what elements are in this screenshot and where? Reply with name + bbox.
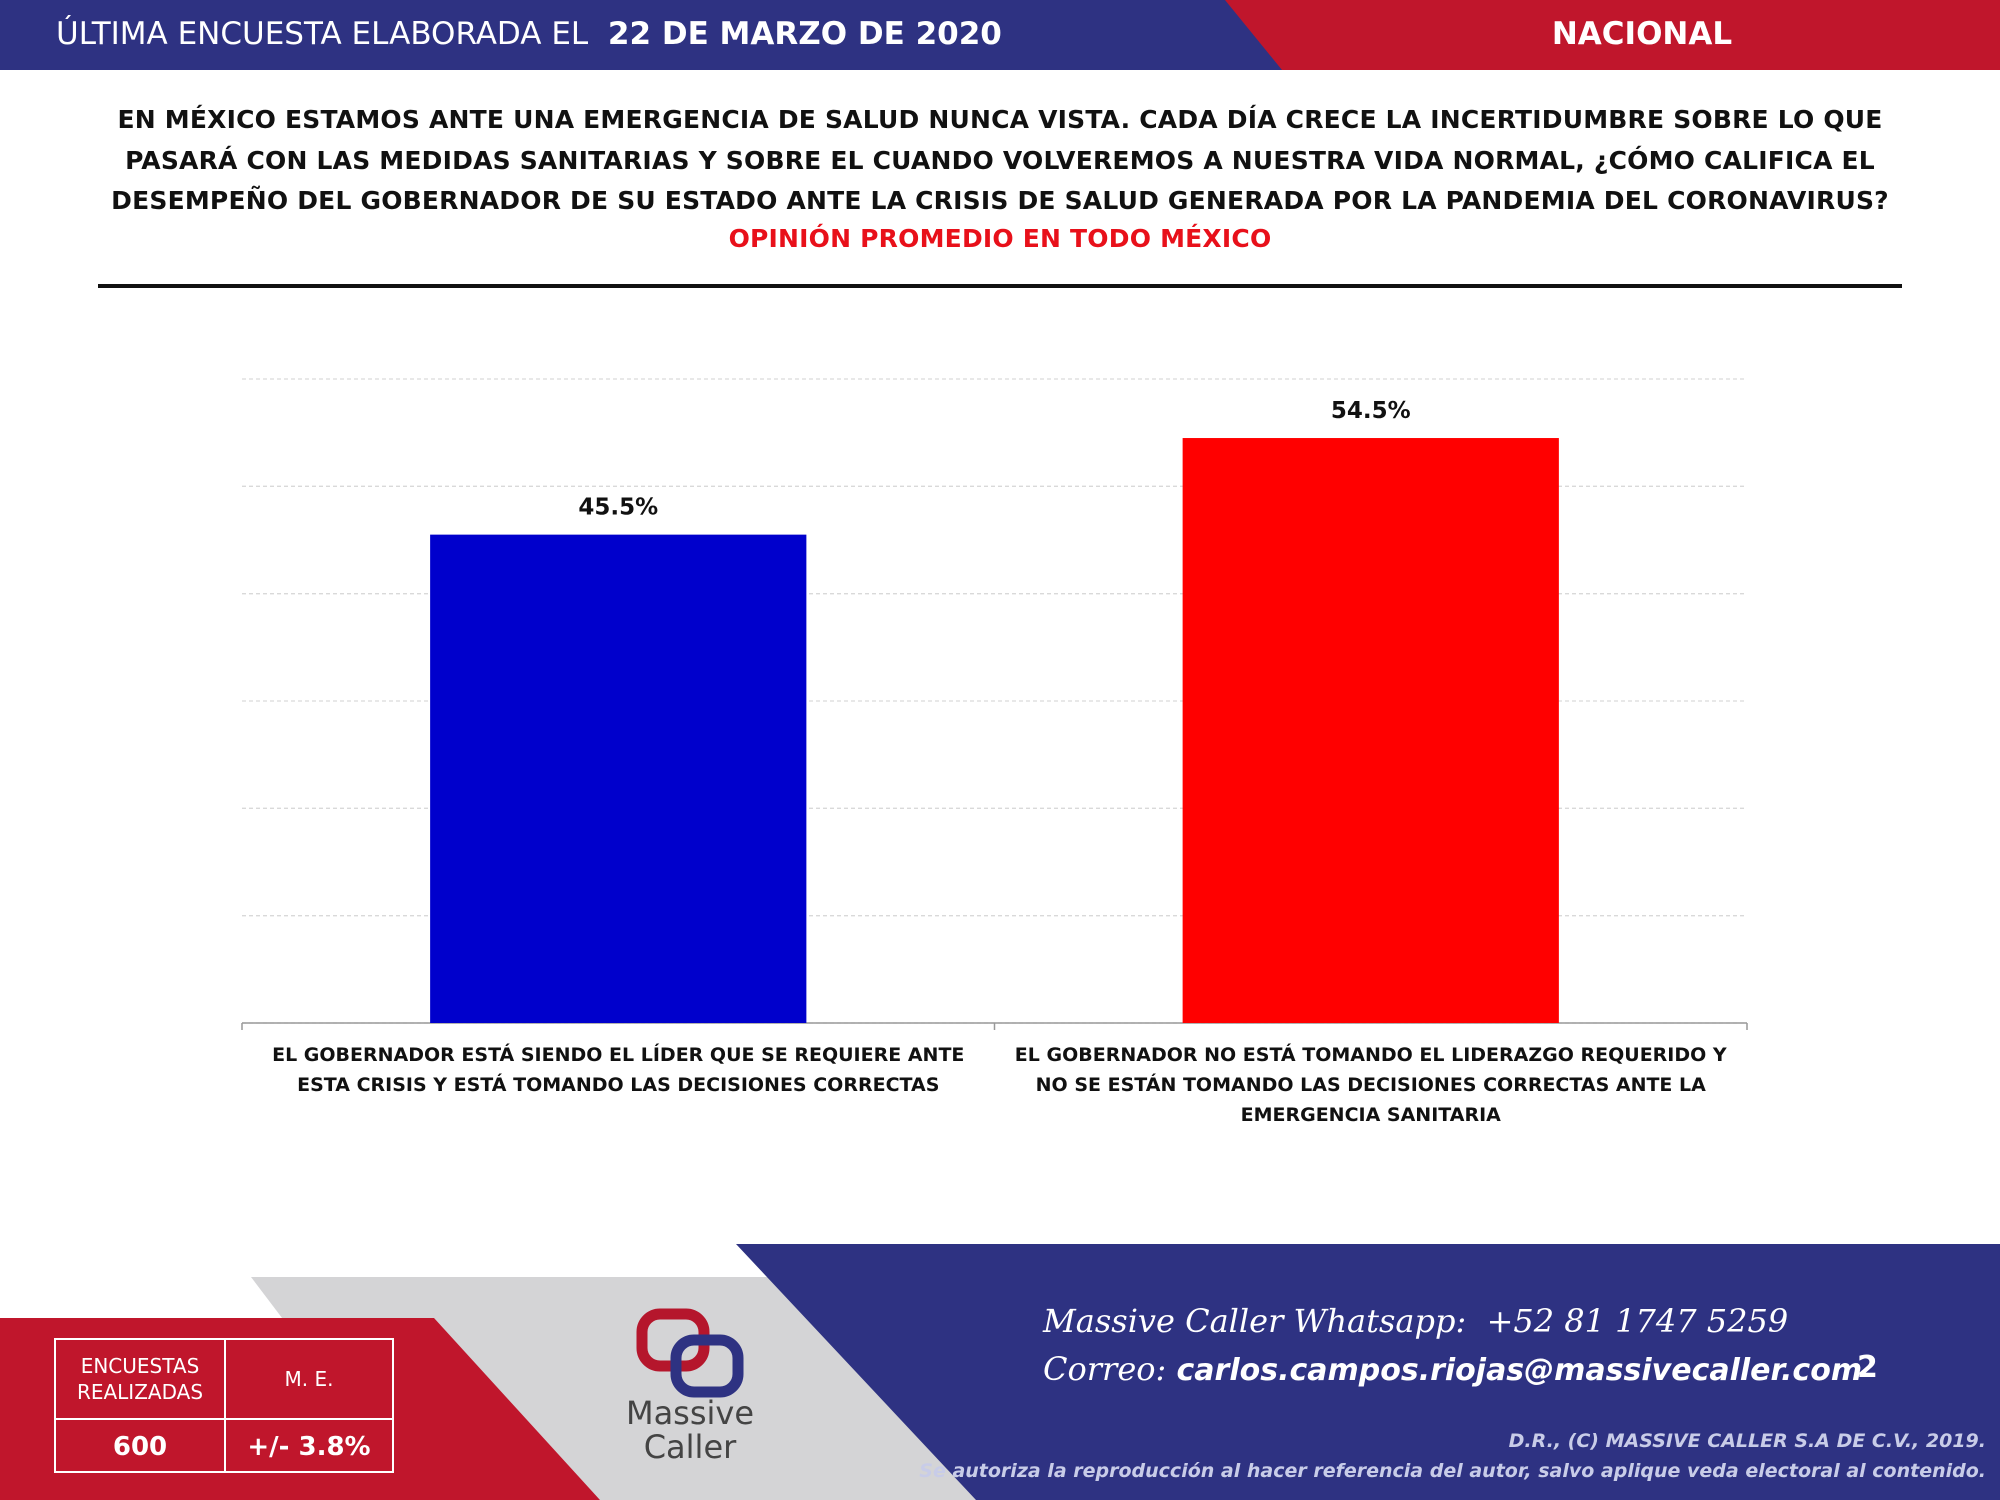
email-label: Correo: — [1043, 1350, 1167, 1388]
legal-line: Se autoriza la reproducción al hacer ref… — [919, 1460, 1986, 1482]
surveys-label: ENCUESTAS REALIZADAS — [76, 1354, 204, 1404]
logo-line: Massive — [625, 1394, 755, 1432]
header-text: ÚLTIMA ENCUESTA ELABORADA EL 22 DE MARZO… — [56, 14, 1002, 54]
surveys-value: 600 — [112, 1431, 168, 1462]
legal-line: D.R., (C) MASSIVE CALLER S.A DE C.V., 20… — [1508, 1430, 1986, 1452]
x-tick-label: EL GOBERNADOR ESTÁ SIENDO EL LÍDER QUE S… — [272, 1044, 965, 1096]
me-value: +/- 3.8% — [247, 1431, 371, 1462]
question-line: PASARÁ CON LAS MEDIDAS SANITARIAS Y SOBR… — [125, 146, 1875, 175]
footer-blue — [736, 1244, 2000, 1500]
plot: 45.5% 54.5% — [241, 378, 1748, 1030]
subtitle: OPINIÓN PROMEDIO EN TODO MÉXICO — [728, 224, 1272, 253]
me-label: M. E. — [284, 1367, 334, 1391]
header-prefix: ÚLTIMA ENCUESTA ELABORADA EL — [56, 16, 589, 52]
footer-red — [0, 1318, 600, 1500]
header-date: 22 DE MARZO DE 2020 — [607, 16, 1002, 52]
header-scope: NACIONAL — [1551, 16, 1733, 52]
email-address: carlos.campos.riojas@massivecaller.com — [1176, 1353, 1863, 1388]
value-label: 45.5% — [578, 495, 658, 521]
whatsapp-number: +52 81 1747 5259 — [1486, 1302, 1789, 1340]
question-line: EN MÉXICO ESTAMOS ANTE UNA EMERGENCIA DE… — [117, 105, 1883, 134]
logo-text: Massive Caller — [600, 1396, 780, 1464]
x-tick-label: EL GOBERNADOR NO ESTÁ TOMANDO EL LIDERAZ… — [1014, 1044, 1727, 1126]
stats-table: ENCUESTAS REALIZADAS M. E. 600 +/- 3.8% — [54, 1338, 394, 1473]
bar — [1182, 438, 1559, 1023]
bar — [430, 534, 807, 1023]
value-label: 54.5% — [1331, 398, 1411, 424]
page-number: 2 — [1857, 1350, 1878, 1385]
email: Correo: carlos.campos.riojas@massivecall… — [1043, 1350, 1862, 1388]
whatsapp: Massive Caller Whatsapp: +52 81 1747 525… — [1043, 1302, 1788, 1340]
question-line: DESEMPEÑO DEL GOBERNADOR DE SU ESTADO AN… — [111, 186, 1889, 215]
divider — [98, 284, 1902, 288]
whatsapp-label: Massive Caller Whatsapp: — [1043, 1302, 1467, 1340]
logo-icon — [636, 1308, 744, 1398]
header-blue — [0, 0, 1282, 70]
logo-line: Caller — [643, 1428, 737, 1466]
